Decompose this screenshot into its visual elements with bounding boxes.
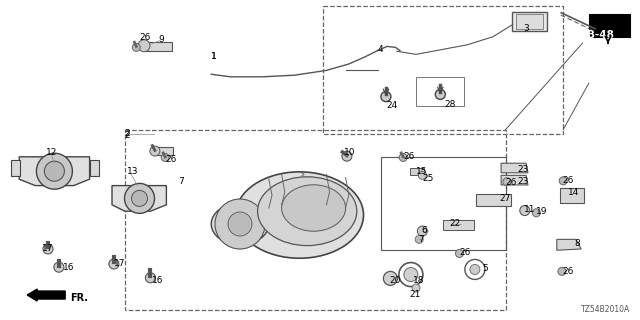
Circle shape [109, 259, 119, 269]
Circle shape [138, 40, 150, 52]
Circle shape [383, 271, 397, 285]
Text: 14: 14 [568, 188, 580, 196]
Text: B-48: B-48 [587, 30, 614, 40]
Text: 7: 7 [178, 177, 184, 186]
Text: 23: 23 [517, 165, 529, 174]
Circle shape [215, 199, 265, 249]
Bar [512, 12, 547, 31]
Bar [443, 220, 474, 230]
Text: 27: 27 [499, 194, 511, 203]
Bar [416, 77, 464, 106]
Circle shape [417, 226, 428, 236]
Text: 3: 3 [524, 24, 529, 33]
Text: 26: 26 [562, 176, 573, 185]
Circle shape [161, 154, 169, 162]
Circle shape [44, 161, 65, 181]
Circle shape [381, 92, 391, 102]
Text: 10: 10 [344, 148, 356, 157]
Bar [516, 14, 543, 29]
Text: 26: 26 [562, 267, 573, 276]
Polygon shape [112, 186, 166, 211]
Text: 25: 25 [422, 174, 434, 183]
Bar [125, 130, 506, 310]
Bar [146, 42, 172, 51]
Text: 1: 1 [211, 52, 217, 61]
Circle shape [532, 209, 540, 217]
Text: 12: 12 [46, 148, 58, 156]
Text: 11: 11 [524, 205, 535, 214]
Bar [560, 188, 584, 203]
Bar [590, 15, 630, 37]
Circle shape [415, 236, 423, 244]
Circle shape [559, 177, 567, 185]
Circle shape [132, 44, 140, 52]
Text: TZ54B2010A: TZ54B2010A [580, 305, 630, 314]
Bar [381, 157, 506, 250]
Text: 1: 1 [211, 52, 217, 60]
Circle shape [54, 262, 64, 272]
Text: 9: 9 [159, 35, 164, 44]
Text: 17: 17 [42, 244, 53, 253]
Bar [90, 160, 99, 176]
Circle shape [36, 153, 72, 189]
Circle shape [132, 190, 148, 206]
Circle shape [456, 250, 463, 258]
Text: 26: 26 [165, 155, 177, 164]
Bar [476, 194, 511, 206]
Polygon shape [19, 157, 90, 186]
Ellipse shape [236, 172, 364, 258]
Circle shape [558, 268, 566, 275]
Circle shape [228, 212, 252, 236]
Text: 23: 23 [517, 177, 529, 186]
Polygon shape [501, 175, 528, 185]
Polygon shape [557, 239, 581, 250]
Text: 20: 20 [389, 276, 401, 285]
Circle shape [419, 172, 426, 180]
Text: 15: 15 [416, 167, 428, 176]
Ellipse shape [257, 177, 357, 246]
Text: FR.: FR. [70, 293, 88, 303]
Text: 24: 24 [386, 101, 397, 110]
Circle shape [404, 268, 418, 282]
Text: 2: 2 [125, 131, 131, 140]
Circle shape [145, 273, 156, 283]
Circle shape [399, 154, 407, 162]
Circle shape [150, 146, 160, 156]
Bar [410, 168, 424, 175]
Text: 6: 6 [422, 226, 428, 235]
Text: 16: 16 [152, 276, 164, 285]
Ellipse shape [211, 203, 269, 245]
Bar [11, 160, 20, 176]
Text: 18: 18 [413, 276, 424, 285]
Text: 4: 4 [378, 45, 383, 54]
Text: 13: 13 [127, 167, 138, 176]
Bar [323, 6, 563, 134]
Text: 19: 19 [536, 207, 548, 216]
Circle shape [342, 151, 352, 161]
Circle shape [520, 205, 530, 216]
Text: 17: 17 [114, 260, 125, 268]
Text: 5: 5 [482, 264, 488, 273]
Text: 26: 26 [403, 152, 415, 161]
Bar [154, 147, 173, 155]
Text: 26: 26 [506, 178, 517, 187]
Text: 7: 7 [418, 235, 424, 244]
Polygon shape [501, 163, 528, 173]
Ellipse shape [282, 185, 346, 231]
FancyArrow shape [28, 289, 65, 301]
Text: 2: 2 [125, 129, 131, 138]
Circle shape [503, 178, 511, 186]
Text: 26: 26 [460, 248, 471, 257]
Circle shape [43, 244, 53, 254]
Circle shape [125, 183, 154, 213]
Text: 28: 28 [445, 100, 456, 109]
Text: 22: 22 [449, 219, 461, 228]
Circle shape [435, 89, 445, 100]
Text: 26: 26 [140, 33, 151, 42]
Text: 8: 8 [575, 239, 580, 248]
Text: 16: 16 [63, 263, 74, 272]
Circle shape [470, 264, 480, 275]
Circle shape [412, 284, 420, 292]
Text: 21: 21 [410, 290, 421, 299]
